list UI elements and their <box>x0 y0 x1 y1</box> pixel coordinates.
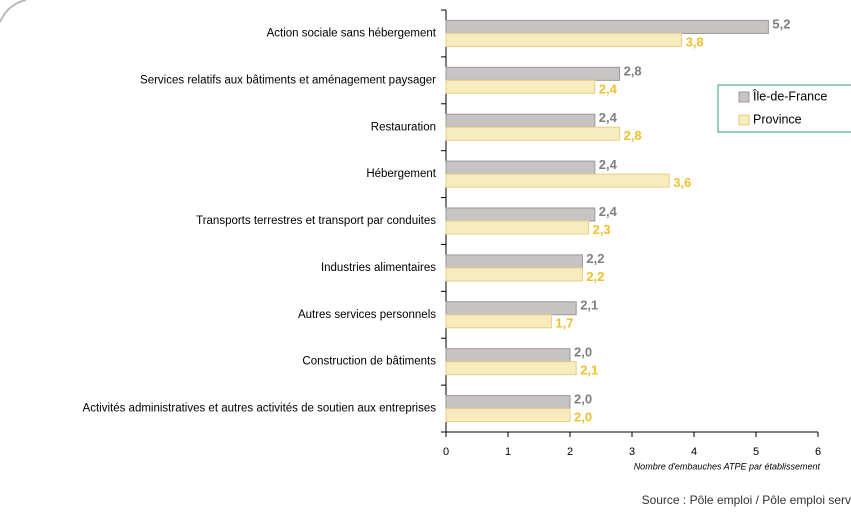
value-label: 2,0 <box>574 345 592 360</box>
x-axis-label: Nombre d'embauches ATPE par établissemen… <box>634 461 821 471</box>
value-label: 1,7 <box>555 316 573 331</box>
bar <box>445 314 552 329</box>
value-label: 2,2 <box>586 269 604 284</box>
y-tick-label: Autres services personnels <box>298 309 436 321</box>
y-tick-label: Construction de bâtiments <box>302 356 436 368</box>
x-tick-label: 0 <box>443 446 449 458</box>
value-label: 5,2 <box>772 16 790 31</box>
bar <box>445 408 571 423</box>
value-label: 2,3 <box>593 222 611 237</box>
value-label: 2,8 <box>624 63 642 78</box>
x-tick-label: 2 <box>567 446 573 458</box>
value-label: 2,0 <box>574 409 592 424</box>
bar <box>445 301 577 316</box>
value-label: 2,4 <box>599 110 618 125</box>
value-label: 3,8 <box>686 34 704 49</box>
y-tick-label: Services relatifs aux bâtiments et aména… <box>140 74 436 86</box>
legend-label: Île-de-France <box>752 88 827 103</box>
bar <box>445 66 621 81</box>
y-tick-label: Activités administratives et autres acti… <box>83 403 437 415</box>
x-tick-label: 3 <box>629 446 635 458</box>
value-label: 2,2 <box>586 251 604 266</box>
x-tick-label: 6 <box>815 446 821 458</box>
y-tick-label: Transports terrestres et transport par c… <box>196 215 436 227</box>
value-label: 2,4 <box>599 157 618 172</box>
bar <box>445 395 571 410</box>
value-label: 2,4 <box>599 81 618 96</box>
bar <box>445 207 596 222</box>
x-tick-label: 4 <box>691 446 697 458</box>
bar <box>445 126 621 141</box>
legend-swatch <box>738 114 750 126</box>
bar <box>445 79 596 94</box>
value-label: 2,8 <box>624 128 642 143</box>
legend-label: Province <box>753 112 802 126</box>
bar <box>445 220 590 235</box>
legend-swatch <box>738 91 750 103</box>
y-tick-label: Hébergement <box>366 168 436 180</box>
bar <box>445 254 583 269</box>
value-label: 2,0 <box>574 391 592 406</box>
bar <box>445 348 571 363</box>
y-tick-label: Action sociale sans hébergement <box>267 27 437 39</box>
bar <box>445 32 683 47</box>
bar <box>445 113 596 128</box>
source: Source : Pôle emploi / Pôle emploi serv <box>642 493 851 507</box>
x-tick-label: 1 <box>505 446 511 458</box>
corner-decoration <box>0 0 27 23</box>
bar <box>445 173 670 188</box>
value-label: 2,4 <box>599 204 618 219</box>
value-label: 2,1 <box>580 298 598 313</box>
bar <box>445 19 769 34</box>
value-label: 3,6 <box>673 175 691 190</box>
y-tick-label: Restauration <box>371 121 436 133</box>
x-tick-label: 5 <box>753 446 759 458</box>
value-label: 2,1 <box>580 363 598 378</box>
bar <box>445 160 596 175</box>
bar <box>445 267 583 282</box>
y-tick-label: Industries alimentaires <box>321 262 436 274</box>
bar <box>445 361 577 376</box>
